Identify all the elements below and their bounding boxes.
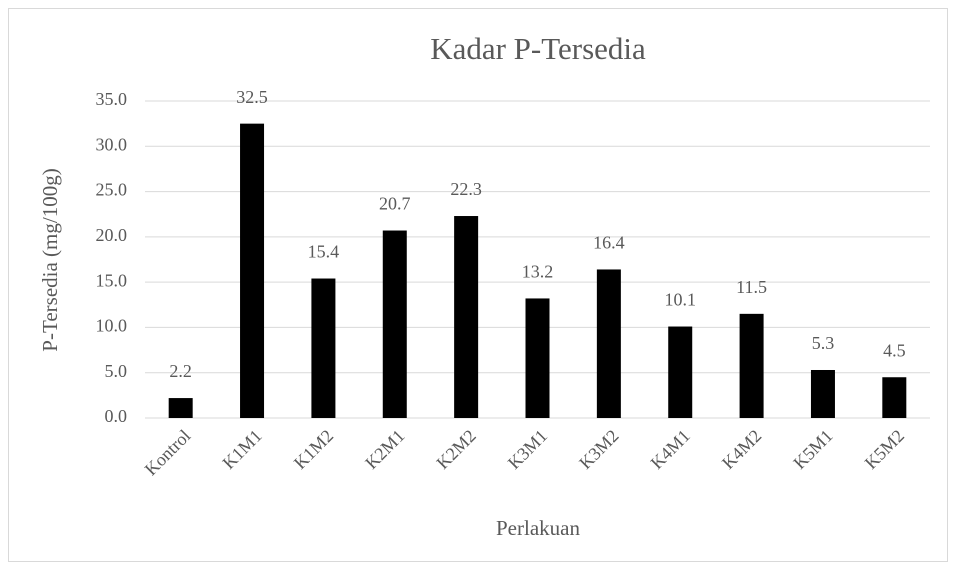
bar xyxy=(240,123,265,419)
bar xyxy=(596,269,621,418)
y-tick-label: 0.0 xyxy=(105,406,128,426)
data-label: 4.5 xyxy=(883,340,906,360)
bar xyxy=(454,216,479,418)
x-axis-label: Perlakuan xyxy=(496,516,580,540)
data-label: 10.1 xyxy=(664,290,696,310)
data-label: 11.5 xyxy=(736,277,767,297)
data-label: 20.7 xyxy=(379,194,411,214)
y-axis-label: P-Tersedia (mg/100g) xyxy=(38,168,62,351)
bar xyxy=(882,377,907,418)
y-tick-label: 25.0 xyxy=(96,180,128,200)
bar xyxy=(168,398,193,418)
data-label: 22.3 xyxy=(450,179,482,199)
y-tick-label: 20.0 xyxy=(96,225,128,245)
data-label: 32.5 xyxy=(236,87,268,107)
y-tick-label: 15.0 xyxy=(96,270,128,290)
bar xyxy=(311,278,336,418)
data-label: 5.3 xyxy=(812,333,835,353)
bar xyxy=(525,298,550,418)
bar xyxy=(739,313,764,418)
y-tick-label: 5.0 xyxy=(105,361,128,381)
bar xyxy=(382,230,407,418)
y-tick-label: 35.0 xyxy=(96,89,128,109)
bar xyxy=(668,326,693,418)
y-tick-label: 30.0 xyxy=(96,134,128,154)
data-label: 16.4 xyxy=(593,233,625,253)
data-label: 13.2 xyxy=(522,262,554,282)
data-label: 2.2 xyxy=(169,361,192,381)
bar xyxy=(810,369,835,418)
y-tick-label: 10.0 xyxy=(96,316,128,336)
data-label: 15.4 xyxy=(308,242,340,262)
chart-title: Kadar P-Tersedia xyxy=(430,31,646,66)
